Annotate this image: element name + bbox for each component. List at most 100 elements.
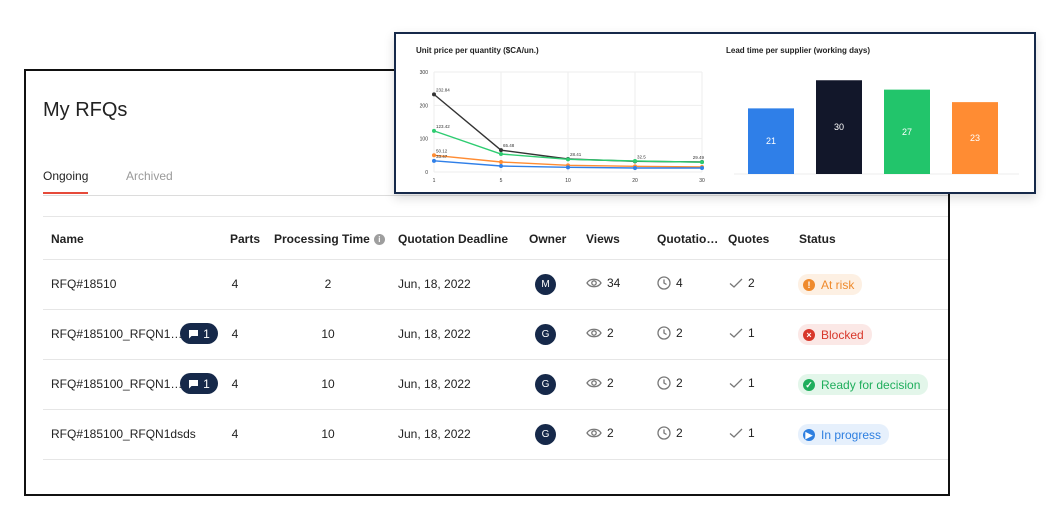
quotes-cell: 1 xyxy=(729,326,755,340)
bar xyxy=(748,108,794,174)
table-header: Name Parts Processing Time i Quotation De… xyxy=(43,216,948,260)
tab-bar: Ongoing Archived xyxy=(43,169,948,196)
quotations-count: 2 xyxy=(676,326,683,340)
rfq-table: Name Parts Processing Time i Quotation De… xyxy=(43,216,948,460)
message-count: 1 xyxy=(203,326,210,341)
quotations-cell: 2 xyxy=(657,326,683,340)
quotations-count: 2 xyxy=(676,426,683,440)
check-icon xyxy=(729,378,743,388)
header-deadline[interactable]: Quotation Deadline xyxy=(398,232,509,246)
avatar[interactable]: G xyxy=(535,374,556,395)
parts-count: 4 xyxy=(231,327,239,341)
table-row[interactable]: RFQ#185100_RFQN1dsds 4 10 Jun, 18, 2022 … xyxy=(43,410,948,460)
bar-value-label: 30 xyxy=(834,122,844,132)
page-title: My RFQs xyxy=(43,99,128,121)
x-tick-label: 1 xyxy=(433,178,436,184)
data-point xyxy=(566,165,570,170)
y-tick-label: 300 xyxy=(420,70,429,76)
quotes-cell: 1 xyxy=(729,376,755,390)
processing-time: 10 xyxy=(321,427,335,441)
chat-icon xyxy=(189,329,199,338)
data-point xyxy=(499,148,503,153)
quotation-deadline: Jun, 18, 2022 xyxy=(398,327,471,341)
quotation-deadline: Jun, 18, 2022 xyxy=(398,377,471,391)
bar-value-label: 27 xyxy=(902,127,912,137)
quotations-count: 4 xyxy=(676,276,683,290)
eye-icon xyxy=(586,278,602,288)
play-icon: ▶ xyxy=(803,428,815,441)
header-quotations[interactable]: Quotatio… xyxy=(657,232,719,246)
status-badge[interactable]: ! At risk xyxy=(798,274,863,295)
processing-time: 2 xyxy=(324,277,332,291)
header-name[interactable]: Name xyxy=(51,232,84,246)
data-point xyxy=(432,128,436,133)
line-chart: 0 100 200 300 1 5 10 20 30 232.84 123.42 50.1233.47… xyxy=(420,70,705,184)
chart-card: Unit price per quantity ($CA/un.) Lead t… xyxy=(394,32,1036,194)
table-row[interactable]: RFQ#185100_RFQN1… 1 4 10 Jun, 18, 2022 G… xyxy=(43,310,948,360)
quotes-count: 2 xyxy=(748,276,755,290)
avatar[interactable]: M xyxy=(535,274,556,295)
data-point xyxy=(432,153,436,158)
bar xyxy=(816,80,862,174)
check-icon xyxy=(729,328,743,338)
quotation-deadline: Jun, 18, 2022 xyxy=(398,427,471,441)
data-point xyxy=(432,92,436,97)
data-label: 232.84 xyxy=(436,87,450,92)
bar xyxy=(952,102,998,174)
rfq-name[interactable]: RFQ#18510 xyxy=(51,277,117,291)
x-tick-label: 20 xyxy=(632,178,638,184)
quotations-cell: 2 xyxy=(657,426,683,440)
header-status[interactable]: Status xyxy=(799,232,836,246)
x-tick-label: 10 xyxy=(565,178,571,184)
check-icon xyxy=(729,278,743,288)
tab-archived[interactable]: Archived xyxy=(126,169,173,183)
eye-icon xyxy=(586,428,602,438)
eye-icon xyxy=(586,378,602,388)
bar-chart: 21 30 27 23 xyxy=(734,80,1019,175)
views-cell: 2 xyxy=(586,426,614,440)
header-processing-time[interactable]: Processing Time i xyxy=(274,232,385,246)
data-label: 29.49 xyxy=(693,155,705,160)
x-tick-label: 5 xyxy=(500,178,503,184)
info-icon[interactable]: i xyxy=(373,234,385,245)
avatar[interactable]: G xyxy=(535,324,556,345)
avatar[interactable]: G xyxy=(535,424,556,445)
chat-icon xyxy=(189,379,199,388)
rfq-name[interactable]: RFQ#185100_RFQN1… xyxy=(51,327,183,341)
status-badge[interactable]: × Blocked xyxy=(798,324,872,345)
status-badge[interactable]: ▶ In progress xyxy=(798,424,890,445)
warning-icon: ! xyxy=(803,278,815,291)
tab-ongoing[interactable]: Ongoing xyxy=(43,169,89,194)
data-label: 65.48 xyxy=(503,143,515,148)
status-label: Ready for decision xyxy=(821,377,921,392)
header-parts[interactable]: Parts xyxy=(230,232,261,246)
message-badge[interactable]: 1 xyxy=(180,373,218,394)
status-label: At risk xyxy=(821,277,855,292)
data-point xyxy=(499,160,503,164)
views-count: 2 xyxy=(607,376,614,390)
quotations-cell: 2 xyxy=(657,376,683,390)
header-views[interactable]: Views xyxy=(586,232,620,246)
header-owner[interactable]: Owner xyxy=(529,232,567,246)
quotes-cell: 1 xyxy=(729,426,755,440)
message-badge[interactable]: 1 xyxy=(180,323,218,344)
quotes-count: 1 xyxy=(748,426,755,440)
table-row[interactable]: RFQ#18510 4 2 Jun, 18, 2022 M 34 4 2 ! A… xyxy=(43,260,948,310)
bar-value-label: 21 xyxy=(766,136,776,146)
clock-icon xyxy=(657,376,671,390)
bar-value-label: 23 xyxy=(970,133,980,143)
rfq-name[interactable]: RFQ#185100_RFQN1… xyxy=(51,377,183,391)
views-cell: 2 xyxy=(586,326,614,340)
bar xyxy=(884,89,930,174)
views-cell: 34 xyxy=(586,276,620,290)
views-count: 2 xyxy=(607,326,614,340)
data-point xyxy=(700,166,704,170)
rfq-name[interactable]: RFQ#185100_RFQN1dsds xyxy=(51,427,196,441)
status-badge[interactable]: ✓ Ready for decision xyxy=(798,374,929,395)
clock-icon xyxy=(657,426,671,440)
header-quotes[interactable]: Quotes xyxy=(728,232,770,246)
quotations-count: 2 xyxy=(676,376,683,390)
parts-count: 4 xyxy=(231,427,239,441)
table-row[interactable]: RFQ#185100_RFQN1… 1 4 10 Jun, 18, 2022 G… xyxy=(43,360,948,410)
eye-icon xyxy=(586,328,602,338)
